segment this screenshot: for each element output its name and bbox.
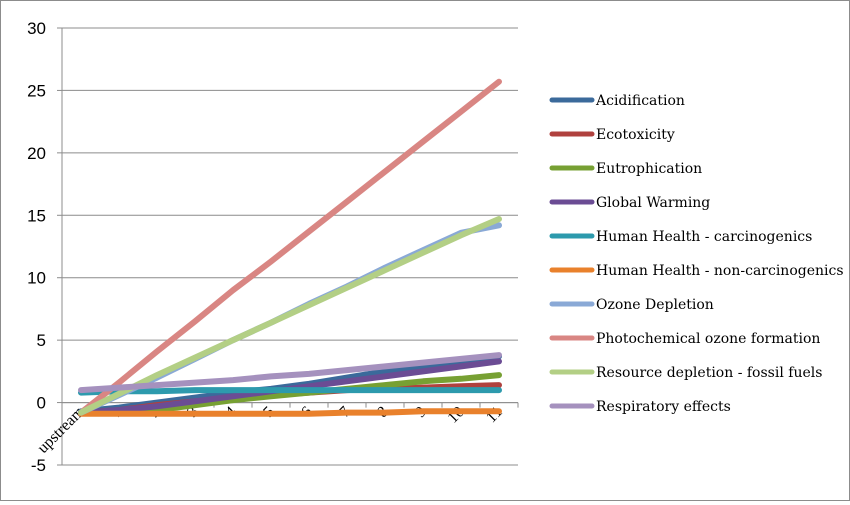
y-tick-label: 25 bbox=[27, 81, 46, 100]
legend-label: Respiratory effects bbox=[596, 399, 731, 415]
series-line bbox=[78, 408, 502, 417]
series-line bbox=[78, 352, 502, 394]
y-axis: 30 25 20 15 10 5 0 -5 bbox=[27, 19, 63, 475]
legend-label: Photochemical ozone formation bbox=[596, 331, 820, 347]
y-tick-label: 20 bbox=[27, 144, 46, 163]
y-tick-label: 5 bbox=[37, 331, 46, 350]
legend-label: Ozone Depletion bbox=[596, 297, 714, 313]
legend-label: Human Health - carcinogenics bbox=[596, 229, 812, 245]
y-tick-label: -5 bbox=[31, 456, 46, 475]
series-lines bbox=[78, 78, 502, 417]
legend-label: Resource depletion - fossil fuels bbox=[596, 365, 822, 381]
legend-label: Eutrophication bbox=[596, 161, 702, 177]
series-line bbox=[78, 387, 502, 396]
y-tick-label: 0 bbox=[37, 394, 46, 413]
y-tick-label: 15 bbox=[27, 206, 46, 225]
legend-label: Human Health - non-carcinogenics bbox=[596, 263, 844, 279]
legend-label: Acidification bbox=[595, 93, 685, 109]
y-tick-label: 30 bbox=[27, 19, 46, 38]
series-line bbox=[78, 78, 502, 416]
x-tick-label: 11 bbox=[483, 403, 506, 426]
legend: Acidification Ecotoxicity Eutrophication Gl… bbox=[549, 93, 844, 415]
series-line bbox=[78, 216, 502, 416]
y-tick-label: 10 bbox=[27, 269, 46, 288]
legend-label: Global Warming bbox=[596, 195, 710, 211]
series-line bbox=[78, 372, 502, 416]
legend-label: Ecotoxicity bbox=[596, 127, 675, 143]
x-tick-label: 10 bbox=[444, 403, 467, 426]
